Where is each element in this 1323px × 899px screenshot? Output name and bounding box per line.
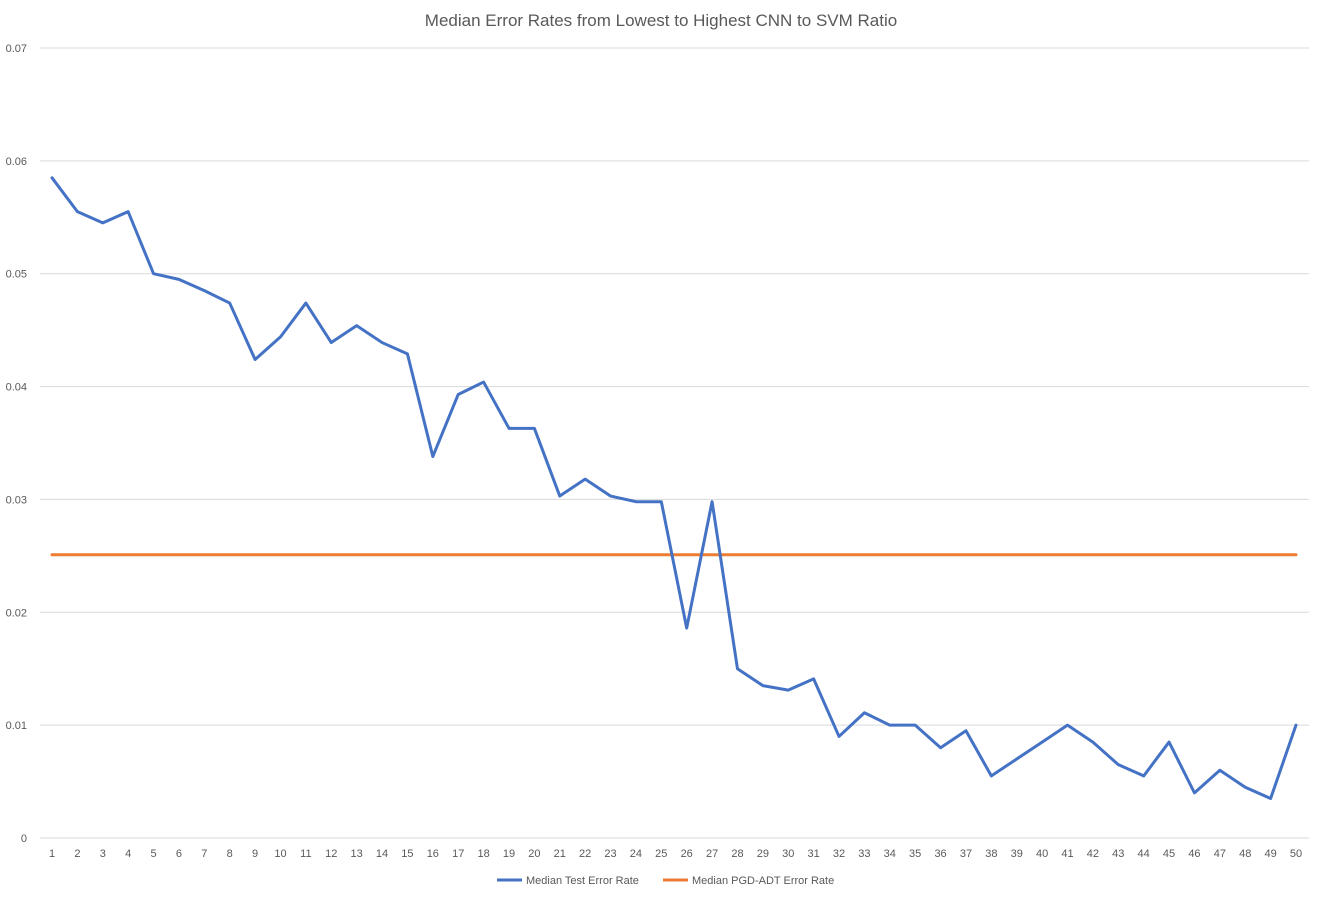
x-tick-label: 17	[452, 848, 464, 860]
y-tick-label: 0.07	[6, 43, 27, 55]
x-tick-label: 29	[757, 848, 769, 860]
x-tick-label: 39	[1011, 848, 1023, 860]
x-axis-ticks: 1 2 3 4 5 6 7 8 9 10 11 12 13 14 15 16 17 18 19 20 21 22 23 24 2…	[49, 848, 1302, 860]
x-tick-label: 9	[252, 848, 258, 860]
series-line-median-test-error-rate	[50, 176, 1298, 800]
x-tick-label: 22	[579, 848, 591, 860]
y-tick-label: 0.03	[6, 494, 27, 506]
y-tick-label: 0.06	[6, 156, 27, 168]
y-tick-label: 0.04	[6, 382, 27, 394]
x-tick-label: 41	[1061, 848, 1073, 860]
y-tick-label: 0	[21, 833, 27, 845]
x-tick-label: 49	[1264, 848, 1276, 860]
x-tick-label: 27	[706, 848, 718, 860]
x-tick-label: 11	[300, 848, 311, 860]
x-tick-label: 26	[681, 848, 693, 860]
x-tick-label: 19	[503, 848, 515, 860]
x-tick-label: 14	[376, 848, 388, 860]
x-tick-label: 4	[125, 848, 131, 860]
x-tick-label: 45	[1163, 848, 1175, 860]
x-tick-label: 25	[655, 848, 667, 860]
x-tick-label: 20	[528, 848, 540, 860]
x-tick-label: 28	[731, 848, 743, 860]
x-tick-label: 3	[100, 848, 106, 860]
x-tick-label: 32	[833, 848, 845, 860]
y-tick-label: 0.01	[6, 720, 27, 732]
x-tick-label: 44	[1138, 848, 1150, 860]
x-tick-label: 31	[808, 848, 820, 860]
x-tick-label: 50	[1290, 848, 1302, 860]
x-tick-label: 18	[477, 848, 489, 860]
y-tick-label: 0.05	[6, 269, 27, 281]
x-tick-label: 2	[74, 848, 80, 860]
chart-title: Median Error Rates from Lowest to Highes…	[425, 11, 897, 30]
legend: Median Test Error Rate Median PGD-ADT Er…	[497, 875, 834, 887]
x-tick-label: 13	[351, 848, 363, 860]
x-tick-label: 6	[176, 848, 182, 860]
y-axis-ticks: 0 0.01 0.02 0.03 0.04 0.05 0.06 0.07	[6, 43, 27, 845]
x-tick-label: 40	[1036, 848, 1048, 860]
x-tick-label: 5	[150, 848, 156, 860]
x-tick-label: 16	[427, 848, 439, 860]
legend-label-test-error: Median Test Error Rate	[526, 875, 639, 887]
x-tick-label: 1	[49, 848, 55, 860]
x-tick-label: 38	[985, 848, 997, 860]
y-tick-label: 0.02	[6, 607, 27, 619]
x-tick-label: 37	[960, 848, 972, 860]
x-tick-label: 24	[630, 848, 642, 860]
x-tick-label: 47	[1214, 848, 1226, 860]
x-tick-label: 15	[401, 848, 413, 860]
x-tick-label: 8	[227, 848, 233, 860]
x-tick-label: 48	[1239, 848, 1251, 860]
series-lines	[50, 176, 1298, 800]
x-tick-label: 34	[884, 848, 896, 860]
x-tick-label: 23	[604, 848, 616, 860]
x-tick-label: 7	[201, 848, 207, 860]
gridlines	[40, 47, 1309, 839]
x-tick-label: 36	[934, 848, 946, 860]
x-tick-label: 10	[274, 848, 286, 860]
x-tick-label: 33	[858, 848, 870, 860]
x-tick-label: 43	[1112, 848, 1124, 860]
x-tick-label: 42	[1087, 848, 1099, 860]
x-tick-label: 30	[782, 848, 794, 860]
x-tick-label: 46	[1188, 848, 1200, 860]
legend-label-pgd-adt-error: Median PGD-ADT Error Rate	[692, 875, 834, 887]
x-tick-label: 12	[325, 848, 337, 860]
x-tick-label: 35	[909, 848, 921, 860]
x-tick-label: 21	[554, 848, 566, 860]
